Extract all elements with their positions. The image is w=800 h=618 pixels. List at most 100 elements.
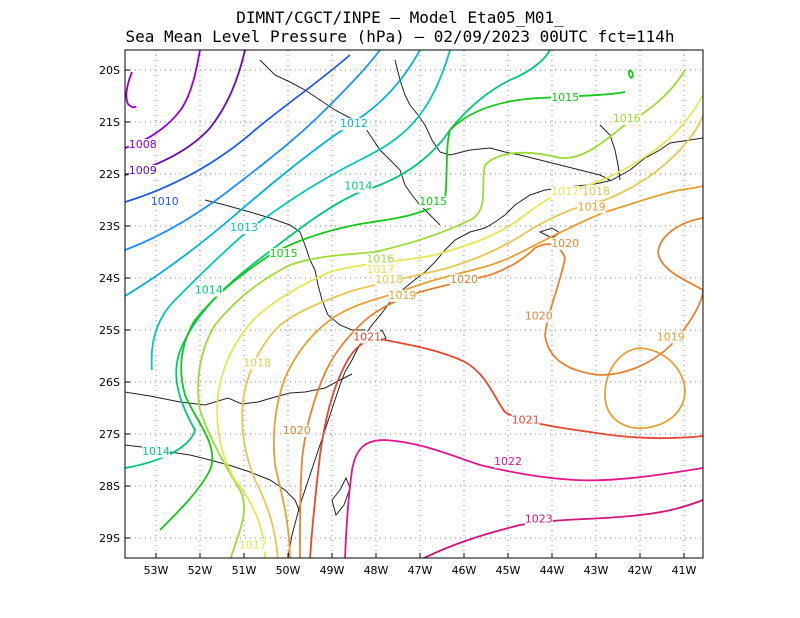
isobar-1008 <box>125 71 137 109</box>
contour-label: 1017 <box>239 538 267 551</box>
contour-label-bg <box>524 513 553 526</box>
contour-label: 1023 <box>525 512 553 525</box>
lat-label: 24S <box>99 272 120 285</box>
contour-label-bg <box>282 425 311 437</box>
isobar-1019 <box>273 185 703 558</box>
contour-label-bg <box>419 196 448 209</box>
contour-label: 1013 <box>230 221 258 234</box>
contour-label-bg <box>450 274 478 287</box>
contour-label: 1017 <box>551 185 579 198</box>
lon-label: 49W <box>320 564 345 577</box>
isobar-1023 <box>422 499 703 558</box>
lon-label: 43W <box>584 564 609 577</box>
axis-ticks <box>125 69 685 558</box>
contour-label-bg <box>656 331 685 344</box>
plot-frame <box>124 49 704 559</box>
contour-label: 1019 <box>578 200 606 213</box>
lat-label: 26S <box>99 376 120 389</box>
lat-label: 25S <box>99 324 120 337</box>
isobar-1020 <box>299 243 703 558</box>
pressure-contours <box>125 50 703 558</box>
contour-label-bg <box>388 289 417 302</box>
lat-label: 27S <box>99 428 120 441</box>
contour-label-bg <box>353 331 382 344</box>
contour-label: 1016 <box>613 112 641 125</box>
isobar-1015 <box>159 91 626 531</box>
lat-label: 28S <box>99 480 120 493</box>
contour-label-bg <box>524 310 553 323</box>
lon-label: 46W <box>452 564 477 577</box>
lat-label: 22S <box>99 168 120 181</box>
isobar-1010 <box>125 54 351 203</box>
contour-label-bg <box>238 539 267 552</box>
isobar-1020-b <box>657 217 703 291</box>
contour-label: 1017 <box>366 263 394 276</box>
state-border <box>125 373 353 406</box>
isobar-1011 <box>125 50 381 251</box>
isobar-1013 <box>150 50 451 371</box>
lon-label: 47W <box>408 564 433 577</box>
lat-label: 23S <box>99 220 120 233</box>
longitude-labels: 53W 52W 51W 50W 49W 48W 47W 46W 45W 44W … <box>144 564 697 577</box>
contour-label: 1018 <box>375 273 403 286</box>
lon-label: 48W <box>364 564 389 577</box>
isobar-1017 <box>216 94 703 558</box>
lat-label: 21S <box>99 116 120 129</box>
lon-label: 52W <box>188 564 213 577</box>
isobar-1019-closed <box>604 347 686 429</box>
contour-labels: 1008 1009 1010 1012 1014 1015 1015 1016 1013 1015… <box>128 91 685 552</box>
isobar-1022 <box>344 439 703 558</box>
isobar-1014 <box>125 50 551 469</box>
contour-label-bg <box>230 222 258 235</box>
state-border <box>449 147 611 181</box>
coastline <box>287 137 703 558</box>
lat-label: 20S <box>99 64 120 77</box>
lon-label: 44W <box>540 564 565 577</box>
contour-label-bg <box>582 185 610 198</box>
contour-label: 1019 <box>657 330 685 343</box>
contour-label: 1020 <box>525 310 553 323</box>
contour-label: 1018 <box>582 185 610 198</box>
contour-label-bg <box>243 357 272 370</box>
contour-label: 1020 <box>450 273 478 286</box>
lon-label: 53W <box>144 564 169 577</box>
chart-title-line2: Sea Mean Level Pressure (hPa) – 02/09/20… <box>125 27 675 46</box>
contour-label: 1016 <box>366 252 394 265</box>
contour-label-bg <box>612 113 641 125</box>
lon-label: 50W <box>276 564 301 577</box>
contour-label: 1012 <box>340 117 368 130</box>
contour-label-bg <box>340 118 368 131</box>
lat-label: 29S <box>99 532 120 545</box>
contour-label: 1020 <box>283 424 311 437</box>
contour-label-bg <box>344 180 373 193</box>
lon-label: 51W <box>232 564 257 577</box>
contour-label-bg <box>511 414 540 427</box>
contour-label-bg <box>551 92 580 105</box>
contour-label: 1015 <box>419 195 447 208</box>
contour-label: 1014 <box>195 284 223 297</box>
coastline-and-borders <box>125 59 703 558</box>
isobar-1008 <box>125 50 201 149</box>
contour-label: 1009 <box>129 164 157 177</box>
contour-label-bg <box>269 248 298 261</box>
lon-label: 41W <box>672 564 697 577</box>
contour-label-bg <box>128 165 157 177</box>
contour-label-bg <box>494 456 522 469</box>
contour-label: 1010 <box>151 195 179 208</box>
lon-label: 42W <box>628 564 653 577</box>
isobar-1021 <box>309 337 703 558</box>
contour-label: 1021 <box>512 414 540 427</box>
contour-label: 1015 <box>551 91 579 104</box>
contour-label: 1021 <box>353 330 381 343</box>
contour-label-bg <box>375 274 404 287</box>
contour-label-bg <box>551 185 580 198</box>
contour-label: 1015 <box>270 247 298 260</box>
contour-label-bg <box>551 237 580 250</box>
chart-title-line1: DIMNT/CGCT/INPE – Model Eta05_M01_ <box>236 8 564 27</box>
contour-label-bg <box>366 263 395 276</box>
contour-label-bg <box>366 253 395 266</box>
contour-label: 1020 <box>551 237 579 250</box>
contour-label-bg <box>577 201 606 214</box>
isobar-1015-high <box>628 69 634 80</box>
contour-label: 1014 <box>344 180 372 193</box>
